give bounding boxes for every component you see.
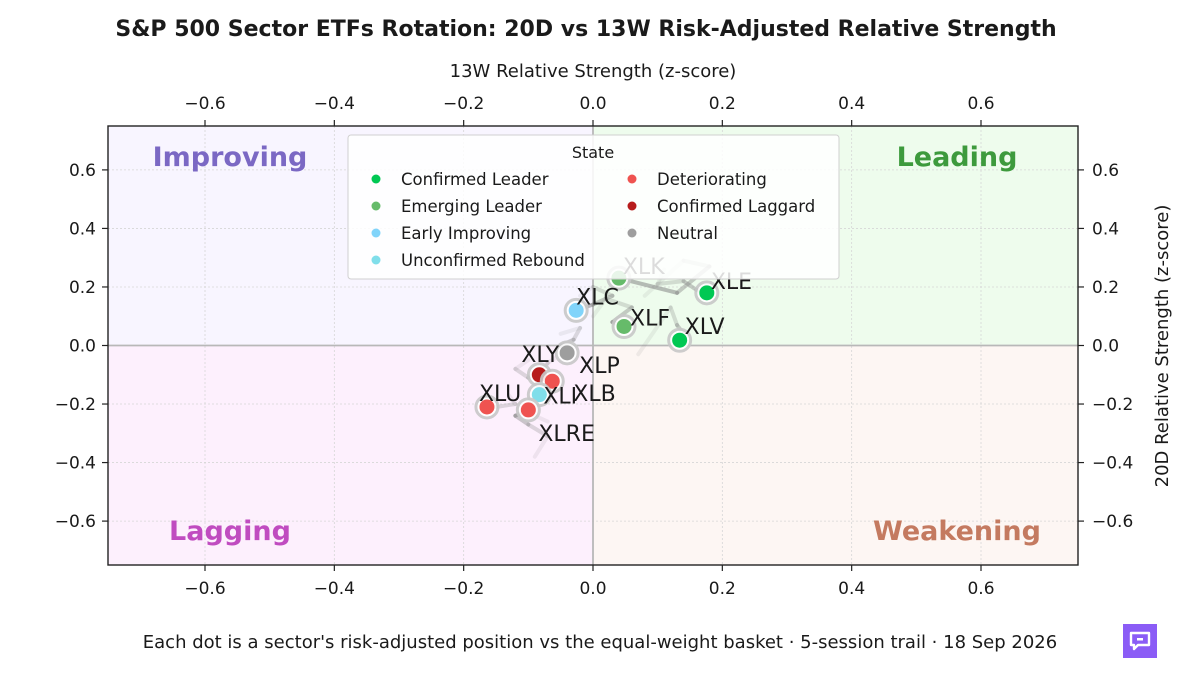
legend-marker [371,174,381,184]
trail-segment-xlf [603,296,634,310]
legend-title: State [572,143,614,162]
trail-segment-xle [655,279,686,287]
point-label-xlu: XLU [479,382,521,407]
point-xlu [479,399,495,415]
y-tick-label-left: −0.6 [55,512,96,532]
trail-segment-xlv [636,305,673,357]
legend-box [347,134,840,280]
trail-segment-xlp [558,325,583,336]
trail-segment-xlf [591,296,608,319]
x-tick-label-bottom: −0.2 [443,579,484,599]
quadrant-label-weakening: Weakening [873,516,1041,547]
point-label-xlv: XLV [685,315,725,340]
quadrant-labels: Improving Leading Lagging Weakening [153,142,1041,547]
trail-segment-xly [513,366,531,380]
footer-caption: Each dot is a sector's risk-adjusted pos… [143,632,1057,653]
y-tick-label-left: 0.0 [69,337,96,357]
x-tick-label-bottom: −0.6 [184,579,225,599]
point-xlre [520,402,536,418]
legend-entry: Deteriorating [657,170,767,189]
x-tick-label-top: 0.4 [838,94,865,114]
x-tick-label-top: 0.6 [967,94,994,114]
x-tick-label-top: −0.2 [443,94,484,114]
trail-segment-xly [513,358,531,371]
y-tick-label-left: −0.2 [55,395,96,415]
chat-bubble-icon [1123,624,1157,658]
y-tick-label-right: 0.4 [1092,219,1119,239]
legend-marker [627,201,637,211]
point-xle [699,285,715,301]
point-xlb [544,373,560,389]
y-tick-label-right: −0.4 [1092,454,1133,474]
trail-segment-xle [681,279,699,292]
point-labels: XLKXLEXLCXLFXLVXLPXLYXLBXLIXLUXLRE [479,255,752,447]
point-label-xlb: XLB [573,382,615,407]
trail-segment-xlc [578,284,595,298]
legend: State Confirmed Leader Emerging Leader Earl… [347,134,840,280]
quadrant-label-leading: Leading [897,142,1018,173]
point-label-xlf: XLF [630,306,670,331]
trail-segment-xlv [668,305,680,328]
trail-segment-xlc [591,293,615,307]
x-tick-label-bottom: 0.2 [709,579,736,599]
legend-marker [627,228,637,238]
legend-marker [371,201,381,211]
trail-segment-xlp [571,325,583,342]
y-tick-label-left: −0.4 [55,454,96,474]
y-tick-label-left: 0.6 [69,161,96,181]
legend-marker [371,255,381,265]
x-tick-label-top: −0.4 [314,94,355,114]
x-tick-label-bottom: 0.0 [579,579,606,599]
trail-segment-xlc [591,284,615,298]
trail-segment-xlre [532,434,550,459]
trail-segment-xlu [506,393,518,407]
quadrant-lagging-bg [108,345,593,565]
point-label-xlp: XLP [579,354,620,379]
y-axis-label: 20D Relative Strength (z-score) [1152,205,1173,488]
y-tick-label-right: 0.2 [1092,278,1119,298]
x-tick-label-bottom: 0.4 [838,579,865,599]
legend-entry: Unconfirmed Rebound [401,251,585,270]
x-tick-label-bottom: 0.6 [967,579,994,599]
quadrant-weakening-bg [593,345,1078,565]
x-axis-label: 13W Relative Strength (z-score) [450,61,737,82]
x-tick-label-top: −0.6 [184,94,225,114]
point-label-xlre: XLRE [538,422,595,447]
trail-segment-xlre [526,422,550,439]
y-tick-label-right: 0.6 [1092,161,1119,181]
x-tick-label-top: 0.0 [579,94,606,114]
point-xlf [616,318,632,334]
ticks: −0.6 −0.6 −0.4 −0.4 −0.2 −0.2 0.0 0.0 0.2 0.2 0.4 0… [55,94,1134,599]
point-label-xli: XLI [543,385,577,410]
legend-entry: Early Improving [401,224,531,243]
legend-entry: Confirmed Leader [401,170,549,189]
point-xlp [559,345,575,361]
chart-title: S&P 500 Sector ETFs Rotation: 20D vs 13W… [115,17,1056,42]
y-tick-label-right: −0.6 [1092,512,1133,532]
point-xlc [568,302,584,318]
quadrant-label-lagging: Lagging [169,516,291,547]
point-label-xlc: XLC [576,285,619,310]
y-tick-label-right: −0.2 [1092,395,1133,415]
legend-marker [627,174,637,184]
legend-entry: Neutral [657,224,718,243]
legend-marker [371,228,381,238]
y-tick-label-left: 0.4 [69,219,96,239]
x-tick-label-bottom: −0.4 [314,579,355,599]
point-label-xly: XLY [521,343,559,368]
quadrant-label-improving: Improving [153,142,308,173]
y-tick-label-left: 0.2 [69,278,96,298]
x-tick-label-top: 0.2 [709,94,736,114]
point-xlv [672,332,688,348]
legend-entry: Emerging Leader [401,197,542,216]
y-tick-label-right: 0.0 [1092,337,1119,357]
legend-entry: Confirmed Laggard [657,197,815,216]
point-xli [531,387,547,403]
